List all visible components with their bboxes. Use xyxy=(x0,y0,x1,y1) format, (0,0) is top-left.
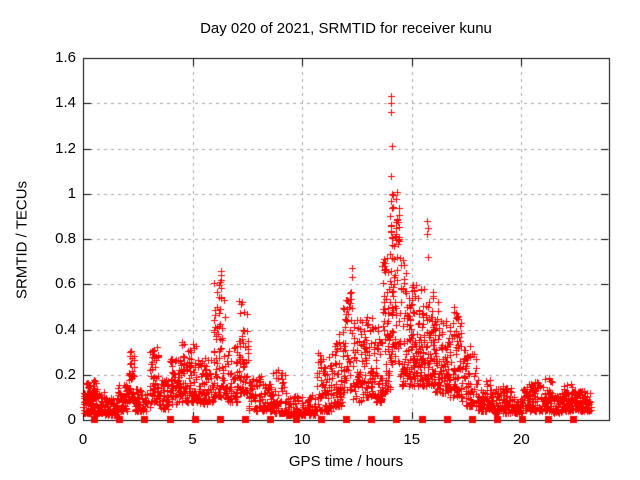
x-tick-label: 0 xyxy=(78,431,88,448)
x-axis-label: GPS time / hours xyxy=(288,453,404,470)
chart-title: Day 020 of 2021, SRMTID for receiver kun… xyxy=(200,20,492,37)
y-tick-label: 0.2 xyxy=(55,365,76,383)
x-tick-label: 20 xyxy=(512,431,530,448)
y-tick-label: 1.4 xyxy=(55,94,76,112)
x-tick-label: 15 xyxy=(403,431,421,448)
x-tick-label: 5 xyxy=(188,431,197,448)
y-tick-label: 0.4 xyxy=(55,320,76,338)
x-tick-label: 10 xyxy=(293,431,311,448)
y-tick-label: 0 xyxy=(67,411,76,428)
y-tick-label: 0.8 xyxy=(55,230,76,247)
y-tick-label: 0.6 xyxy=(55,275,76,293)
y-tick-label: 1.6 xyxy=(55,49,76,66)
y-tick-label: 1 xyxy=(67,184,76,202)
y-tick-label: 1.2 xyxy=(55,139,76,157)
